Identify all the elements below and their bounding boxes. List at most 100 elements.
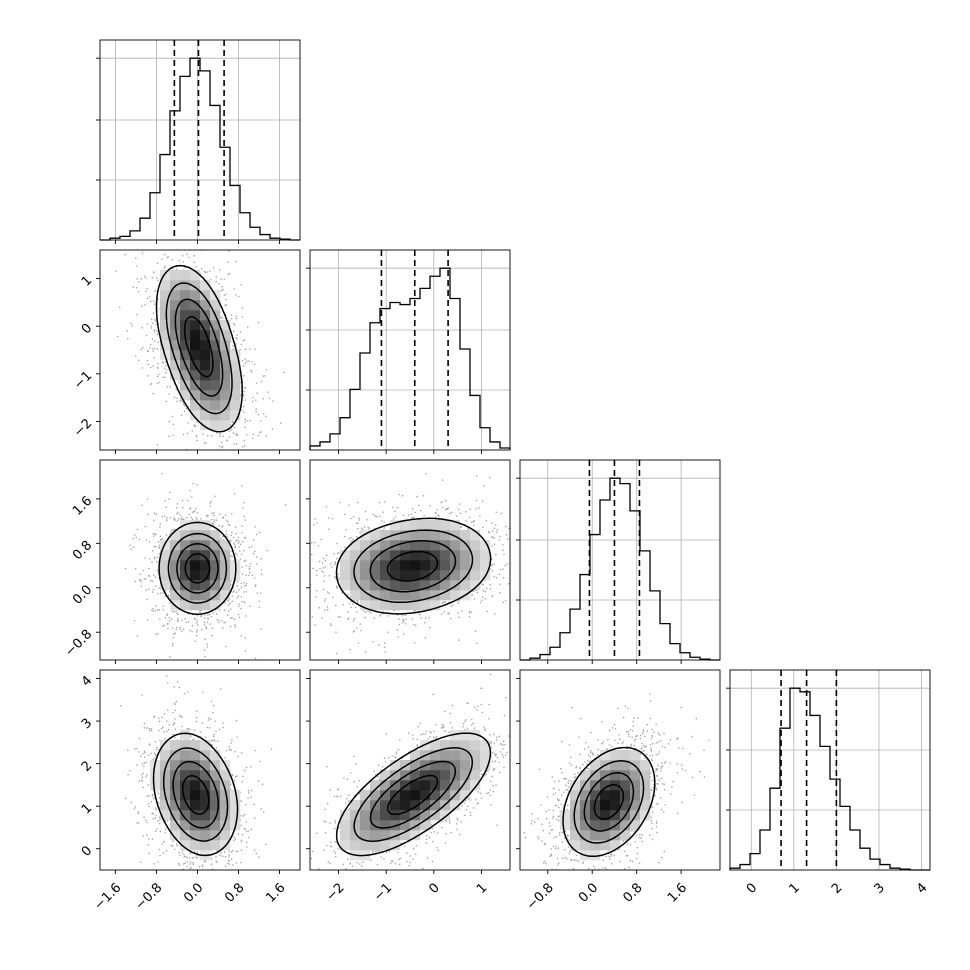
density-cell [580, 820, 591, 831]
density-cell [210, 820, 221, 831]
density-cell [200, 290, 211, 301]
contour-level-1 [165, 282, 233, 415]
density-cell [600, 750, 611, 761]
density-cell [220, 390, 231, 401]
contour-level-1 [573, 760, 645, 844]
density-cell [460, 570, 471, 581]
density-cell [410, 790, 421, 801]
density-cell [190, 540, 201, 551]
density-cell [180, 550, 191, 561]
density-cell [400, 570, 411, 581]
density-cell [400, 810, 411, 821]
density-cell [190, 550, 201, 561]
density-cell [410, 830, 421, 841]
density-cell [220, 830, 231, 841]
density-cell [160, 330, 171, 341]
density-cell [350, 840, 361, 851]
density-cell [400, 530, 411, 541]
density-cell [180, 790, 191, 801]
density-cell [440, 560, 451, 571]
density-cell [360, 810, 371, 821]
density-cell [190, 580, 201, 591]
density-cell [460, 580, 471, 591]
density-cell [420, 600, 431, 611]
density-cell [190, 290, 201, 301]
density-cell [400, 790, 411, 801]
density-cell [370, 780, 381, 791]
density-cell [480, 740, 491, 751]
density-cell [220, 810, 231, 821]
scatter-panel-1-3 [306, 669, 511, 874]
density-cell [380, 820, 391, 831]
density-cell [190, 320, 201, 331]
density-cell [410, 770, 421, 781]
density-cell [350, 590, 361, 601]
density-cell [160, 270, 171, 281]
density-cell [460, 530, 471, 541]
density-cell [170, 580, 181, 591]
density-cell [200, 350, 211, 361]
scatter-panel-0-2 [96, 459, 301, 664]
density-cell [350, 800, 361, 811]
density-cell [200, 810, 211, 821]
density-cell [180, 730, 191, 741]
density-cell [160, 800, 171, 811]
density-cell [600, 800, 611, 811]
density-cell [600, 790, 611, 801]
density-cell [380, 810, 391, 821]
density-cell [640, 770, 651, 781]
density-cell [400, 560, 411, 571]
density-cell [360, 540, 371, 551]
density-cell [220, 800, 231, 811]
density-cell [200, 600, 211, 611]
density-cell [210, 320, 221, 331]
density-cell [400, 550, 411, 561]
density-cell [460, 770, 471, 781]
density-cell [450, 520, 461, 531]
contour-level-3 [386, 550, 439, 582]
density-cell [380, 540, 391, 551]
density-cell [440, 530, 451, 541]
density-cell [420, 520, 431, 531]
density-cell [180, 780, 191, 791]
density-cell [160, 770, 171, 781]
density-cell [370, 530, 381, 541]
histogram-steps [100, 57, 300, 241]
density-cell [190, 800, 201, 811]
density-cell [200, 740, 211, 751]
density-cell [170, 760, 181, 771]
density-cell [440, 580, 451, 591]
x-tick-label: 3 [872, 880, 888, 896]
density-cell [220, 590, 231, 601]
density-cell [170, 830, 181, 841]
density-cell [410, 520, 421, 531]
density-cell [210, 420, 221, 431]
density-cell [340, 580, 351, 591]
density-cell [200, 320, 211, 331]
density-cell [430, 790, 441, 801]
density-cell [410, 760, 421, 771]
density-cell [340, 570, 351, 581]
density-cell [160, 300, 171, 311]
density-cell [410, 820, 421, 831]
density-cell [380, 530, 391, 541]
density-cell [160, 780, 171, 791]
density-cell [210, 360, 221, 371]
panel-frame [99, 39, 301, 241]
density-cell [200, 420, 211, 431]
density-cell [190, 310, 201, 321]
density-cell [440, 570, 451, 581]
density-cell [340, 820, 351, 831]
density-cell [230, 390, 241, 401]
density-cell [170, 750, 181, 761]
contour-level-1 [167, 532, 228, 604]
density-cell [210, 340, 221, 351]
density-cell [200, 570, 211, 581]
density-cell [360, 530, 371, 541]
density-cell [400, 780, 411, 791]
density-cell [200, 390, 211, 401]
density-cell [170, 270, 181, 281]
density-cell [450, 800, 461, 811]
density-cell [580, 780, 591, 791]
density-cell [190, 270, 201, 281]
